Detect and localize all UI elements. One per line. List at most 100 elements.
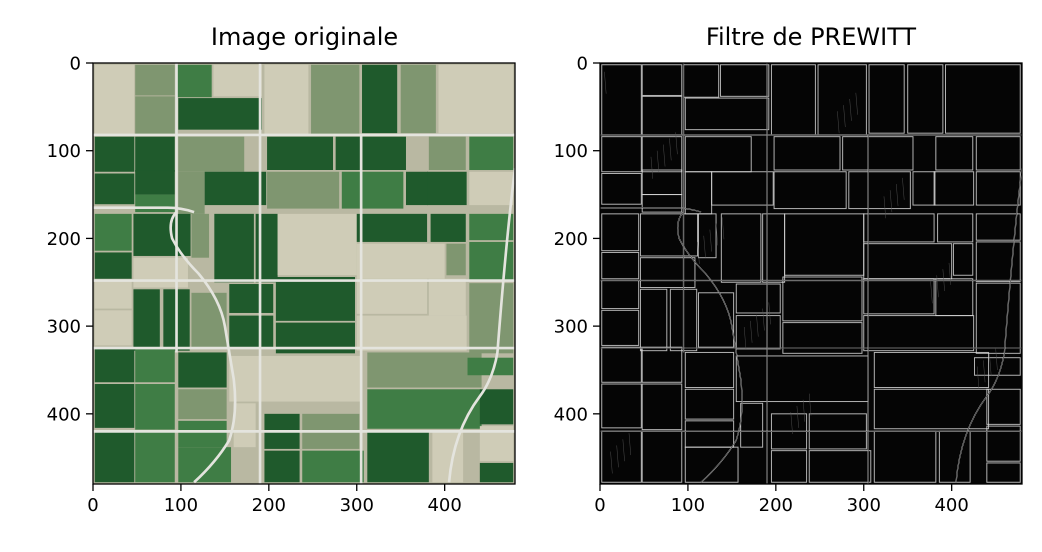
field-edge <box>986 425 1021 462</box>
texture-edge <box>883 196 886 219</box>
field-patch <box>176 64 212 98</box>
field-patch <box>367 389 482 429</box>
field-patch <box>213 64 262 97</box>
field-edge <box>719 64 770 97</box>
field-edge <box>641 194 683 213</box>
field-edge <box>601 136 642 173</box>
field-patch <box>356 278 428 314</box>
field-edge <box>684 388 735 420</box>
field-patch <box>133 213 191 256</box>
field-patch <box>178 98 262 130</box>
texture-edge <box>837 111 840 134</box>
field-edge <box>697 213 717 259</box>
texture-edge <box>843 105 846 128</box>
field-patch <box>233 403 256 448</box>
field-patch <box>367 352 482 388</box>
field-edge <box>601 173 642 205</box>
field-patch <box>400 64 436 134</box>
texture-edge <box>976 366 980 389</box>
field-edge <box>684 97 770 131</box>
texture-edge <box>628 433 631 456</box>
field-edge <box>863 315 975 352</box>
field-edge <box>848 171 911 210</box>
field-edge <box>907 64 944 134</box>
field-edge <box>601 309 640 346</box>
field-patch <box>135 431 175 483</box>
field-edge <box>773 136 841 171</box>
field-edge <box>735 283 781 314</box>
field-edge <box>975 171 1021 206</box>
field-edge <box>986 388 1021 425</box>
field-patch <box>178 420 227 448</box>
y-tick-label: 0 <box>577 54 588 75</box>
road <box>169 211 237 484</box>
y-tick-label: 100 <box>554 141 588 162</box>
field-edge <box>711 171 774 206</box>
field-patch <box>335 136 406 171</box>
texture-edge <box>709 229 712 252</box>
field-patch <box>178 171 205 214</box>
field-patch <box>204 171 267 206</box>
field-edge <box>697 292 735 348</box>
field-patch <box>94 173 135 205</box>
original-image <box>93 63 515 484</box>
field-patch <box>427 171 467 206</box>
field-edge <box>601 251 640 280</box>
field-patch <box>302 450 364 483</box>
y-tick-label: 300 <box>47 317 81 338</box>
field-patch <box>311 64 360 135</box>
field-edge <box>937 213 974 243</box>
field-edge <box>842 136 914 171</box>
field-patch <box>94 431 135 483</box>
field-patch <box>264 450 300 483</box>
field-patch <box>191 213 210 258</box>
field-patch <box>94 213 132 251</box>
field-patch <box>428 278 466 316</box>
texture-edge <box>604 71 607 94</box>
texture-edge <box>896 184 899 206</box>
field-patch <box>94 310 132 346</box>
field-edge <box>639 257 696 289</box>
field-edge <box>639 288 668 352</box>
x-tick-label: 200 <box>759 495 793 516</box>
field-edge <box>945 64 1021 134</box>
field-patch <box>356 315 467 351</box>
x-tick-label: 0 <box>594 495 605 516</box>
field-patch <box>267 171 340 209</box>
subplot-title: Filtre de PREWITT <box>706 23 917 51</box>
x-tick-label: 100 <box>671 495 705 516</box>
y-tick-label: 200 <box>47 229 81 250</box>
field-edge <box>773 171 847 210</box>
field-patch <box>430 213 466 242</box>
field-patch <box>438 64 514 134</box>
texture-edge <box>721 217 725 240</box>
field-edge <box>975 213 1021 241</box>
texture-edge <box>942 269 945 292</box>
y-tick-label: 0 <box>70 54 81 75</box>
field-edge <box>863 213 935 243</box>
y-tick-label: 400 <box>47 404 81 425</box>
field-edge <box>935 136 974 171</box>
field-patch <box>94 384 135 428</box>
texture-edge <box>989 354 992 377</box>
x-tick-label: 300 <box>847 495 881 516</box>
field-patch <box>469 171 514 206</box>
axes-frame <box>599 62 1023 485</box>
field-edge <box>770 450 808 483</box>
field-patch <box>133 289 160 351</box>
field-edge <box>735 315 781 350</box>
field-patch <box>94 280 132 309</box>
texture-edge <box>650 156 653 179</box>
texture-edge <box>656 150 660 173</box>
y-tick-label: 100 <box>47 141 81 162</box>
texture-edge <box>948 262 952 285</box>
field-edge <box>641 136 683 173</box>
axis-ticks: 0 100 200 300 400 0 100 200 300 400 <box>47 54 462 517</box>
field-edge <box>986 462 1021 483</box>
road-edge-core <box>677 211 743 483</box>
field-edge <box>873 351 990 389</box>
texture-edge <box>889 190 893 213</box>
field-patch <box>135 96 175 135</box>
field-edge <box>808 450 872 483</box>
texture-edge <box>669 138 672 161</box>
